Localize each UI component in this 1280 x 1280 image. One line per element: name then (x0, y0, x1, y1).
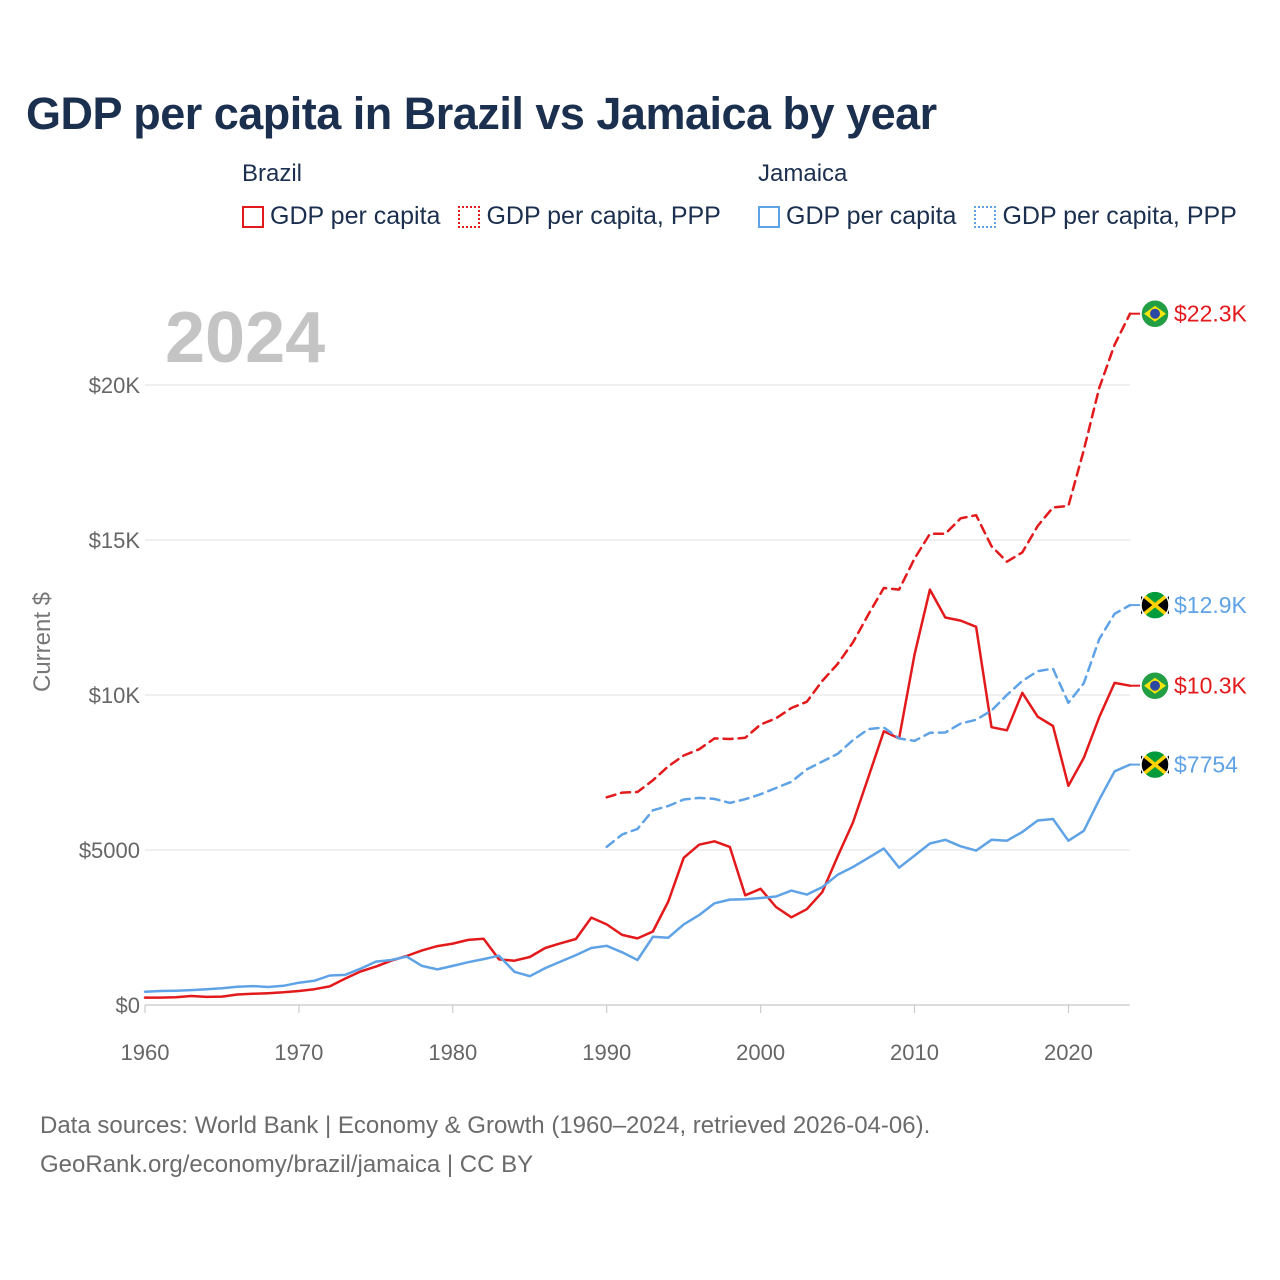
x-tick-label: 2000 (736, 1040, 785, 1065)
legend-item-brazil-gdp[interactable]: GDP per capita (242, 202, 440, 231)
footer-sources: Data sources: World Bank | Economy & Gro… (40, 1112, 931, 1139)
jamaica-flag-icon (1140, 590, 1170, 620)
end-value-label: $12.9K (1174, 592, 1248, 618)
end-value-label: $7754 (1174, 752, 1238, 778)
brazil-flag-icon (1140, 670, 1170, 701)
x-tick-label: 1970 (274, 1040, 323, 1065)
legend-jamaica: Jamaica GDP per capita GDP per capita, P… (758, 160, 1237, 231)
y-tick-label: $5000 (79, 838, 140, 863)
legend-swatch-jamaica-gdp (758, 205, 780, 228)
series-line-jamaica-gdp-per-capita-ppp (605, 603, 1132, 849)
year-label: 2024 (165, 298, 325, 378)
legend-swatch-jamaica-ppp (974, 205, 997, 228)
legend-item-jamaica-gdp[interactable]: GDP per capita (758, 202, 956, 231)
legend-label-brazil-gdp: GDP per capita (270, 202, 441, 230)
brazil-flag-icon (1140, 298, 1170, 329)
legend-heading-jamaica: Jamaica (758, 160, 848, 187)
legend-brazil: Brazil GDP per capita GDP per capita, PP… (242, 160, 721, 231)
legend-label-jamaica-gdp: GDP per capita (786, 202, 957, 230)
footer-attribution: GeoRank.org/economy/brazil/jamaica | CC … (40, 1151, 534, 1178)
y-tick-label: $20K (89, 373, 141, 398)
x-tick-label: 1990 (582, 1040, 631, 1065)
x-tick-label: 2010 (890, 1040, 939, 1065)
y-axis-title: Current $ (29, 592, 56, 692)
x-tick-label: 2020 (1044, 1040, 1093, 1065)
y-tick-label: $15K (89, 528, 141, 553)
legend-item-brazil-ppp[interactable]: GDP per capita, PPP (458, 202, 721, 231)
series-line-brazil-gdp-per-capita (143, 588, 1132, 999)
y-tick-label: $10K (89, 683, 141, 708)
legend-swatch-brazil-ppp (458, 205, 481, 228)
x-tick-label: 1960 (121, 1040, 170, 1065)
footer: Data sources: World Bank | Economy & Gro… (40, 1106, 930, 1184)
end-value-label: $10.3K (1174, 673, 1248, 699)
legend-label-brazil-ppp: GDP per capita, PPP (486, 202, 721, 230)
legend-swatch-brazil-gdp (242, 205, 264, 228)
series-line-brazil-gdp-per-capita-ppp (605, 312, 1132, 799)
legend-item-jamaica-ppp[interactable]: GDP per capita, PPP (974, 202, 1237, 231)
x-tick-label: 1980 (428, 1040, 477, 1065)
series-line-jamaica-gdp-per-capita (143, 763, 1132, 993)
end-value-label: $22.3K (1174, 301, 1248, 327)
y-tick-label: $0 (116, 993, 140, 1018)
line-chart: 2024 $0 $5000 $10K $15K $20K 1960 1970 1980 1990 2… (29, 298, 1248, 1065)
legend-heading-brazil: Brazil (242, 160, 303, 187)
chart-title: GDP per capita in Brazil vs Jamaica by y… (26, 88, 937, 139)
legend-label-jamaica-ppp: GDP per capita, PPP (1002, 202, 1237, 230)
jamaica-flag-icon (1140, 749, 1170, 780)
